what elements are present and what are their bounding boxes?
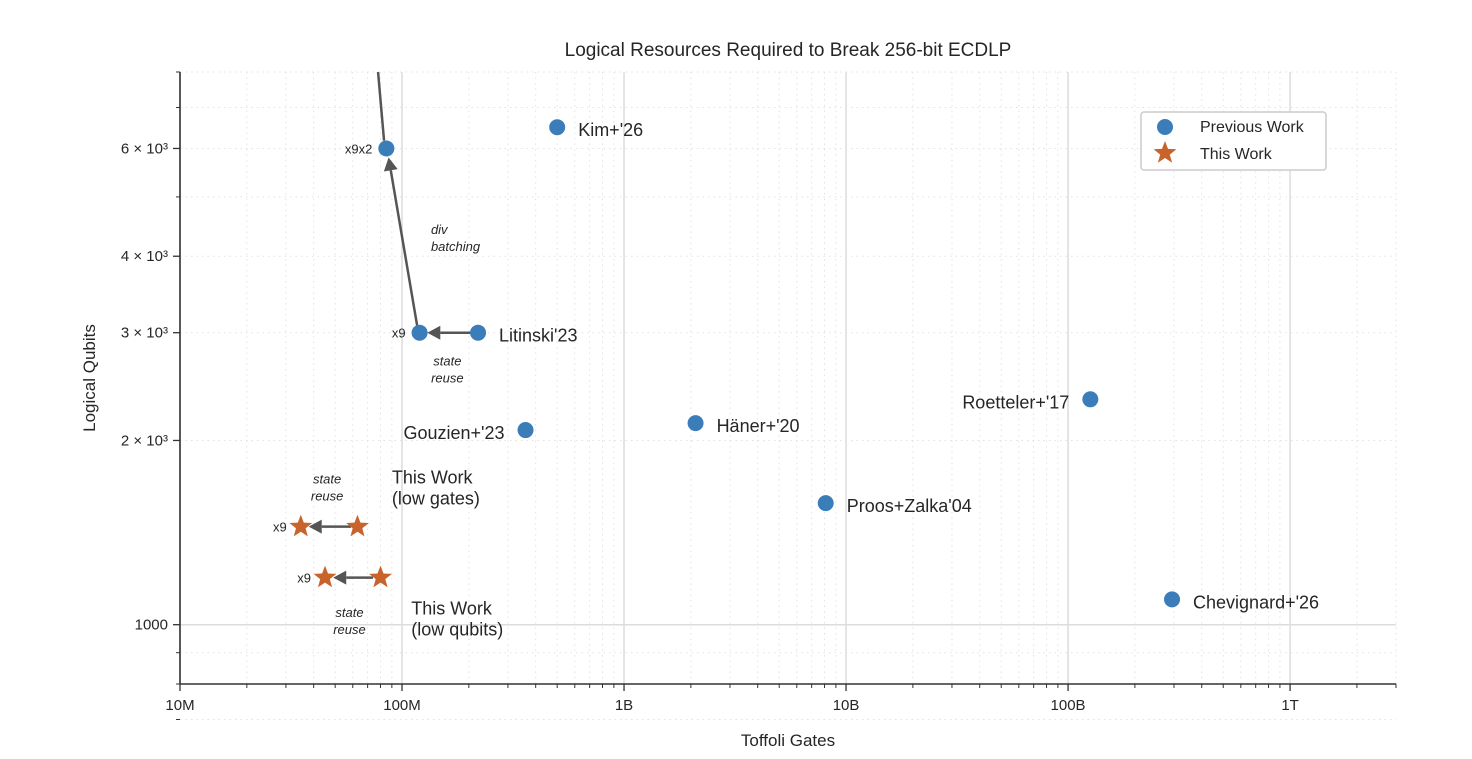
connector-line <box>376 71 386 141</box>
annotation-text: state <box>335 605 363 620</box>
annotation-text: state <box>313 472 341 487</box>
legend-circle-marker <box>1157 119 1173 135</box>
axes: 10M 100M 1B 10B 100B 1T 1000 2 × 10³ 3 × 10³ 4 × … <box>121 71 1397 720</box>
point-label: x9 <box>297 571 311 586</box>
x-tick-label: 10M <box>165 697 194 714</box>
y-tick-label: 3 × 10³ <box>121 325 168 342</box>
x-tick-label: 1B <box>615 697 633 714</box>
y-tick-label: 2 × 10³ <box>121 432 168 449</box>
data-point-previous-work <box>411 324 428 341</box>
data-point-previous-work <box>1164 591 1181 608</box>
point-label: x9 <box>392 326 406 341</box>
x-tick-label: 100M <box>383 697 421 714</box>
data-point-previous-work <box>817 495 834 512</box>
point-label: Kim+'26 <box>578 120 643 140</box>
legend-previous-work: Previous Work <box>1200 119 1305 136</box>
y-axis-label: Logical Qubits <box>80 324 99 432</box>
annotation-text: reuse <box>333 622 366 637</box>
point-label: Proos+Zalka'04 <box>847 496 972 516</box>
point-label: Roetteler+'17 <box>962 392 1069 412</box>
y-tick-label: 6 × 10³ <box>121 140 168 157</box>
point-label: Chevignard+'26 <box>1193 592 1319 612</box>
point-label: Häner+'20 <box>717 416 800 436</box>
x-tick-label: 10B <box>833 697 860 714</box>
arrow-head <box>333 570 347 585</box>
chart-title: Logical Resources Required to Break 256-… <box>565 40 1012 61</box>
point-label: x9 <box>273 520 287 535</box>
annotation-text: This Work <box>392 468 474 488</box>
annotation-text: reuse <box>311 489 344 504</box>
y-tick-label: 4 × 10³ <box>121 248 168 265</box>
point-label: Litinski'23 <box>499 326 577 346</box>
data-point-this-work <box>369 565 392 588</box>
data-point-previous-work <box>687 415 704 432</box>
data-marks: Kim+'26 Litinski'23 x9 x9x2 Gouzien+'23 Häner… <box>273 71 1319 639</box>
legend-star-marker <box>1153 141 1177 163</box>
legend-box <box>1140 111 1327 171</box>
annotation-text: batching <box>431 239 481 254</box>
arrow-head <box>308 519 322 534</box>
x-tick-label: 1T <box>1281 697 1299 714</box>
annotation-text: (low qubits) <box>411 619 503 639</box>
annotation-text: reuse <box>431 371 464 386</box>
data-point-previous-work <box>1082 391 1099 408</box>
y-tick-label: 1000 <box>135 617 168 634</box>
data-point-this-work <box>289 514 313 537</box>
arrow-head <box>383 157 398 172</box>
point-label: x9x2 <box>345 141 372 156</box>
annotation-text: state <box>433 354 461 369</box>
annotation-text: div <box>431 222 449 237</box>
arrow-head <box>427 325 441 340</box>
arrow-shaft <box>389 170 419 326</box>
point-label: Gouzien+'23 <box>404 423 505 443</box>
data-point-previous-work <box>470 324 487 341</box>
data-point-this-work <box>346 514 369 537</box>
data-point-previous-work <box>378 140 395 157</box>
x-tick-label: 100B <box>1051 697 1086 714</box>
data-point-previous-work <box>517 422 534 439</box>
data-point-this-work <box>313 565 337 588</box>
data-point-previous-work <box>549 119 566 136</box>
annotation-text: This Work <box>411 598 493 618</box>
legend-this-work: This Work <box>1200 146 1273 163</box>
x-axis-label: Toffoli Gates <box>741 731 835 750</box>
annotation-text: (low gates) <box>392 489 480 509</box>
legend: Previous Work This Work <box>1140 111 1327 171</box>
